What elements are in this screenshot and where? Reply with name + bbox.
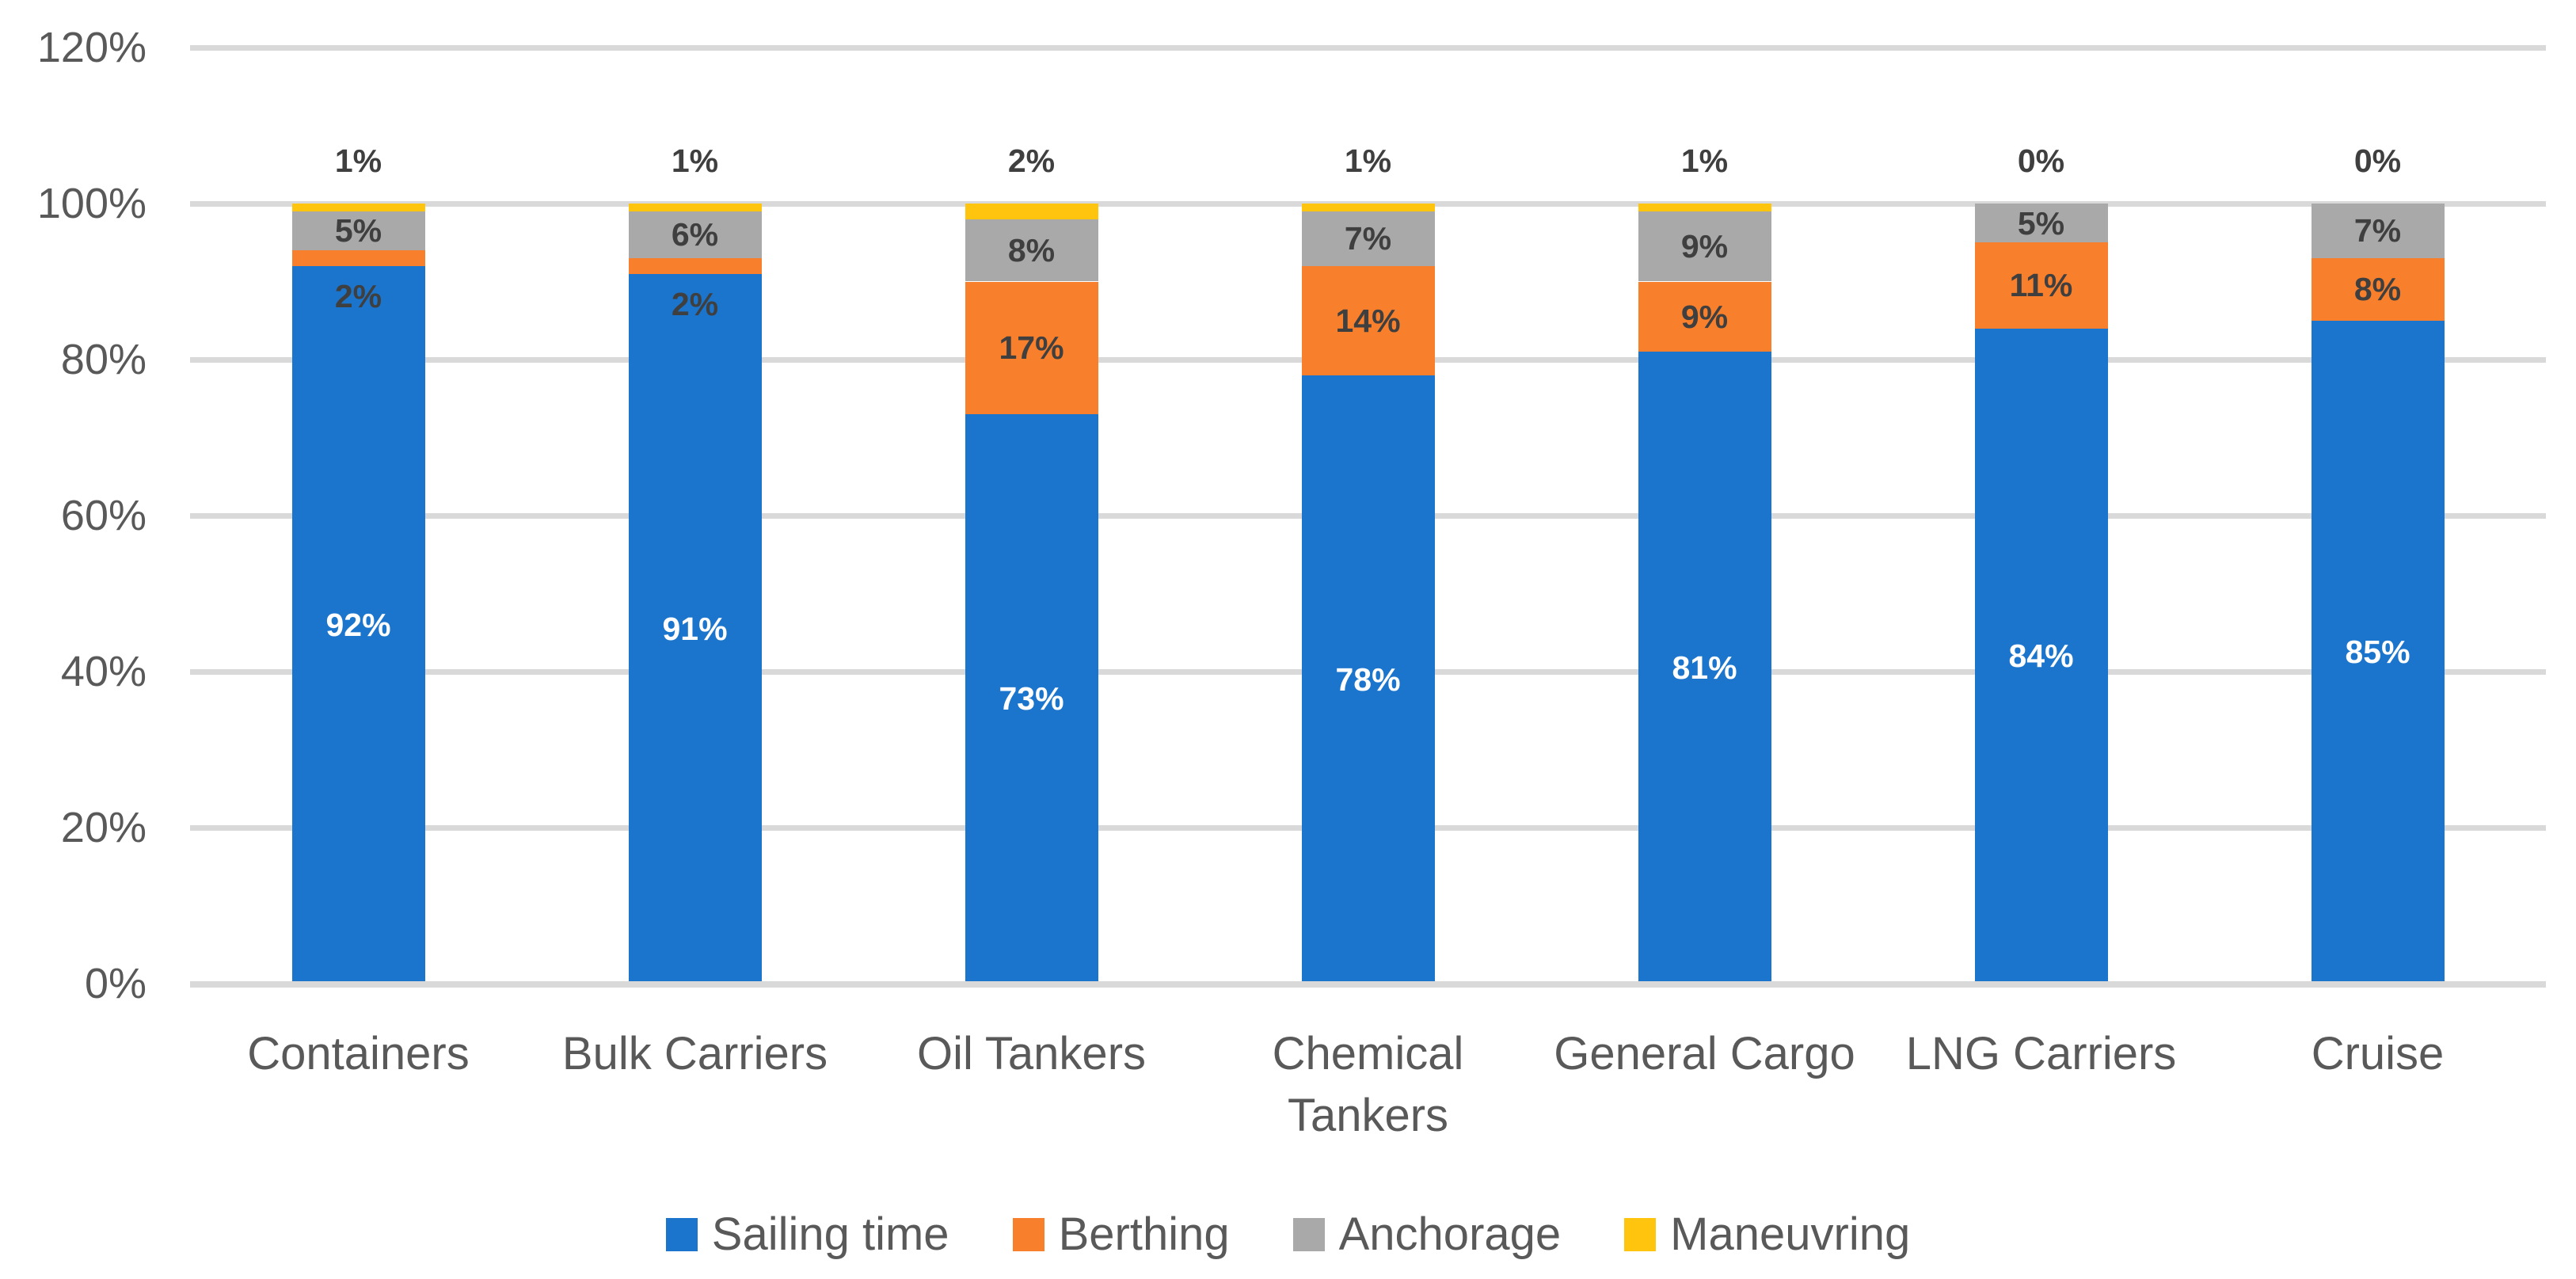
data-label-berthing: 14% xyxy=(1335,302,1401,339)
bar-segment-berthing xyxy=(291,250,425,266)
data-label-berthing: 8% xyxy=(2353,271,2402,308)
y-axis-tick-100: 100% xyxy=(36,180,146,227)
legend: Sailing time Berthing Anchorage Maneuvring xyxy=(0,1207,2576,1262)
legend-item-berthing: Berthing xyxy=(1012,1207,1230,1262)
bar-segment-sailing-time xyxy=(1301,375,1435,984)
y-axis-tick-20: 20% xyxy=(60,804,146,851)
bar-cruise: 0% 7% 8% 85% xyxy=(2311,143,2445,984)
data-label-anchorage: 9% xyxy=(1680,228,1729,265)
bar-segment-maneuvring xyxy=(628,204,762,211)
bar-segment-anchorage xyxy=(1638,211,1771,282)
data-label-sailing-time: 81% xyxy=(1672,649,1737,687)
bar-segment-maneuvring xyxy=(291,204,425,211)
data-label-berthing: 9% xyxy=(1680,298,1729,335)
legend-swatch-maneuvring xyxy=(1624,1218,1657,1251)
data-label-anchorage: 5% xyxy=(334,212,382,249)
data-label-maneuvring: 1% xyxy=(1680,143,1729,179)
y-axis-tick-80: 80% xyxy=(60,336,146,383)
data-label-anchorage: 8% xyxy=(1007,232,1056,269)
bar-segment-anchorage xyxy=(965,219,1098,282)
data-label-anchorage: 6% xyxy=(671,216,719,253)
data-label-anchorage: 7% xyxy=(1344,220,1392,257)
bar-segment-berthing xyxy=(628,257,762,274)
legend-label-anchorage: Anchorage xyxy=(1338,1209,1562,1260)
data-label-anchorage: 7% xyxy=(2353,212,2402,249)
bar-lng-carriers: 0% 5% 11% 84% xyxy=(1974,143,2108,984)
bar-segment-anchorage xyxy=(291,211,425,251)
data-label-maneuvring: 2% xyxy=(1007,143,1056,179)
data-label-anchorage: 5% xyxy=(2017,204,2065,242)
data-label-sailing-time: 78% xyxy=(1335,660,1401,698)
data-label-maneuvring: 0% xyxy=(2017,143,2065,179)
data-label-sailing-time: 85% xyxy=(2345,634,2410,671)
data-label-maneuvring: 1% xyxy=(671,143,719,179)
legend-swatch-anchorage xyxy=(1292,1218,1325,1251)
y-axis-tick-0: 0% xyxy=(84,960,146,1007)
x-axis-label-chemical-tankers: Chemical Tankers xyxy=(1272,1028,1464,1141)
data-label-sailing-time: 84% xyxy=(2008,638,2074,675)
legend-item-sailing-time: Sailing time xyxy=(665,1207,949,1262)
data-label-berthing: 17% xyxy=(999,329,1064,367)
bar-containers: 1% 5% 2% 92% xyxy=(291,143,425,984)
data-label-sailing-time: 92% xyxy=(325,606,391,643)
bar-segment-maneuvring xyxy=(1638,204,1771,211)
bar-segment-sailing-time xyxy=(1974,328,2108,984)
data-label-berthing: 2% xyxy=(671,285,719,322)
x-axis-label-oil-tankers: Oil Tankers xyxy=(916,1028,1147,1079)
x-axis-label-cruise: Cruise xyxy=(2311,1028,2445,1079)
bar-segment-maneuvring xyxy=(965,204,1098,219)
bar-general-cargo: 1% 9% 9% 81% xyxy=(1638,143,1771,984)
legend-item-anchorage: Anchorage xyxy=(1292,1207,1562,1262)
y-axis-tick-120: 120% xyxy=(36,24,146,71)
data-label-maneuvring: 0% xyxy=(2353,143,2402,179)
bar-segment-anchorage xyxy=(1301,211,1435,266)
bar-segment-sailing-time xyxy=(965,413,1098,984)
x-axis-label-bulk-carriers: Bulk Carriers xyxy=(561,1028,828,1079)
bar-segment-sailing-time xyxy=(628,273,762,984)
bar-segment-berthing xyxy=(1301,265,1435,375)
bar-segment-berthing xyxy=(1638,281,1771,352)
x-axis-label-lng-carriers: LNG Carriers xyxy=(1905,1028,2177,1079)
data-label-sailing-time: 91% xyxy=(662,610,728,647)
bar-segment-sailing-time xyxy=(291,265,425,984)
legend-item-maneuvring: Maneuvring xyxy=(1624,1207,1910,1262)
bar-oil-tankers: 2% 8% 17% 73% xyxy=(965,143,1098,984)
bar-segment-sailing-time xyxy=(2311,320,2445,984)
y-axis-tick-60: 60% xyxy=(60,492,146,539)
bar-segment-anchorage xyxy=(2311,204,2445,258)
y-axis-tick-40: 40% xyxy=(60,648,146,695)
data-label-maneuvring: 1% xyxy=(1344,143,1392,179)
bar-segment-berthing xyxy=(1974,242,2108,329)
data-label-berthing: 2% xyxy=(334,277,382,314)
data-label-maneuvring: 1% xyxy=(334,143,382,179)
x-axis-label-general-cargo: General Cargo xyxy=(1554,1028,1855,1079)
bar-bulk-carriers: 1% 6% 2% 91% xyxy=(628,143,762,984)
legend-label-sailing-time: Sailing time xyxy=(711,1209,949,1260)
legend-swatch-berthing xyxy=(1012,1218,1044,1251)
bar-segment-berthing xyxy=(2311,257,2445,321)
legend-label-berthing: Berthing xyxy=(1058,1209,1230,1260)
bar-segment-berthing xyxy=(965,281,1098,414)
x-axis-line xyxy=(190,981,2546,988)
bar-segment-anchorage xyxy=(628,211,762,258)
bar-segment-anchorage xyxy=(1974,204,2108,243)
bar-segment-sailing-time xyxy=(1638,352,1771,984)
x-axis-label-containers: Containers xyxy=(247,1028,470,1079)
bar-chemical-tankers: 1% 7% 14% 78% xyxy=(1301,143,1435,984)
gridline-120 xyxy=(190,45,2546,51)
bar-segment-maneuvring xyxy=(1301,204,1435,211)
data-label-sailing-time: 73% xyxy=(999,680,1064,718)
legend-swatch-sailing-time xyxy=(665,1218,698,1251)
data-label-berthing: 11% xyxy=(2009,267,2073,304)
legend-label-maneuvring: Maneuvring xyxy=(1670,1209,1911,1260)
